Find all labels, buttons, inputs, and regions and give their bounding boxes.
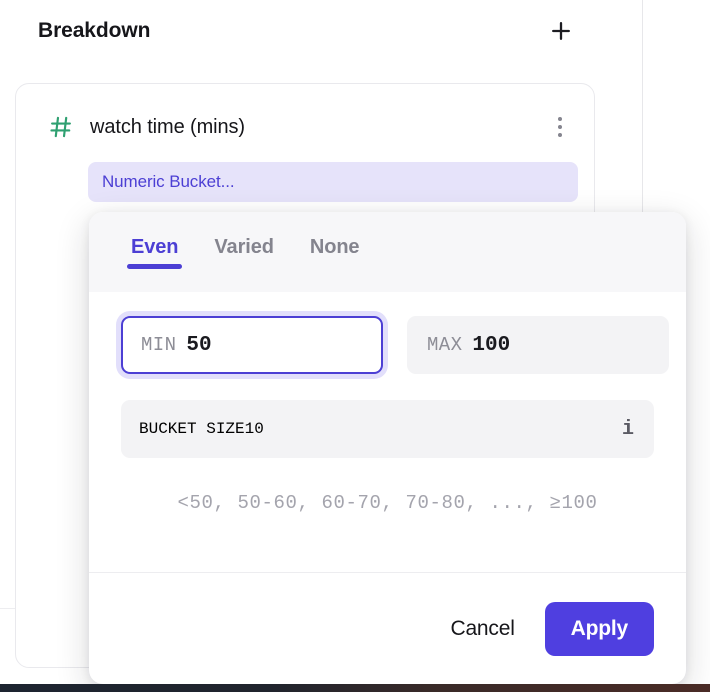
info-icon[interactable]: i — [621, 417, 634, 441]
tab-none[interactable]: None — [306, 236, 364, 277]
kebab-dot — [558, 133, 562, 137]
bucket-size-value: 10 — [244, 420, 264, 438]
breakdown-header: Breakdown — [0, 0, 600, 62]
bucket-size-label: BUCKET SIZE — [139, 420, 245, 438]
min-input-value: 50 — [186, 333, 212, 357]
max-input[interactable]: MAX 100 — [407, 316, 669, 374]
max-input-label: MAX — [427, 334, 463, 356]
cancel-button[interactable]: Cancel — [442, 607, 522, 651]
range-inputs-row: MIN 50 MAX 100 — [121, 316, 669, 374]
max-input-value: 100 — [472, 333, 511, 357]
tab-even[interactable]: Even — [127, 236, 183, 277]
tab-varied[interactable]: Varied — [210, 236, 277, 277]
page-title: Breakdown — [38, 19, 151, 42]
bucket-size-input[interactable]: BUCKET SIZE 10 i — [121, 400, 654, 458]
apply-button[interactable]: Apply — [544, 601, 654, 656]
kebab-dot — [558, 117, 562, 121]
kebab-menu-icon[interactable] — [546, 111, 574, 143]
min-input[interactable]: MIN 50 — [121, 316, 383, 374]
numeric-bucket-popover: Even Varied None MIN 50 MAX 100 BUCKET S… — [89, 212, 686, 684]
numeric-bucket-chip[interactable]: Numeric Bucket... — [88, 162, 578, 202]
hash-icon — [48, 114, 78, 140]
add-breakdown-button[interactable] — [544, 14, 578, 48]
plus-icon — [549, 19, 573, 43]
min-input-label: MIN — [141, 334, 177, 356]
breakdown-field-row[interactable]: watch time (mins) — [16, 106, 594, 148]
breakdown-field-name: watch time (mins) — [90, 115, 245, 138]
window-bottom-chrome — [0, 684, 710, 692]
popover-footer: Cancel Apply — [89, 572, 686, 684]
numeric-bucket-chip-label: Numeric Bucket... — [102, 172, 235, 191]
bucket-settings-body: MIN 50 MAX 100 BUCKET SIZE 10 i <50, 50-… — [89, 292, 686, 514]
bucket-preview-text: <50, 50-60, 60-70, 70-80, ..., ≥100 — [177, 492, 598, 514]
bucket-mode-tabs: Even Varied None — [89, 212, 686, 292]
kebab-dot — [558, 125, 562, 129]
bucket-size-content: BUCKET SIZE 10 — [139, 420, 264, 438]
